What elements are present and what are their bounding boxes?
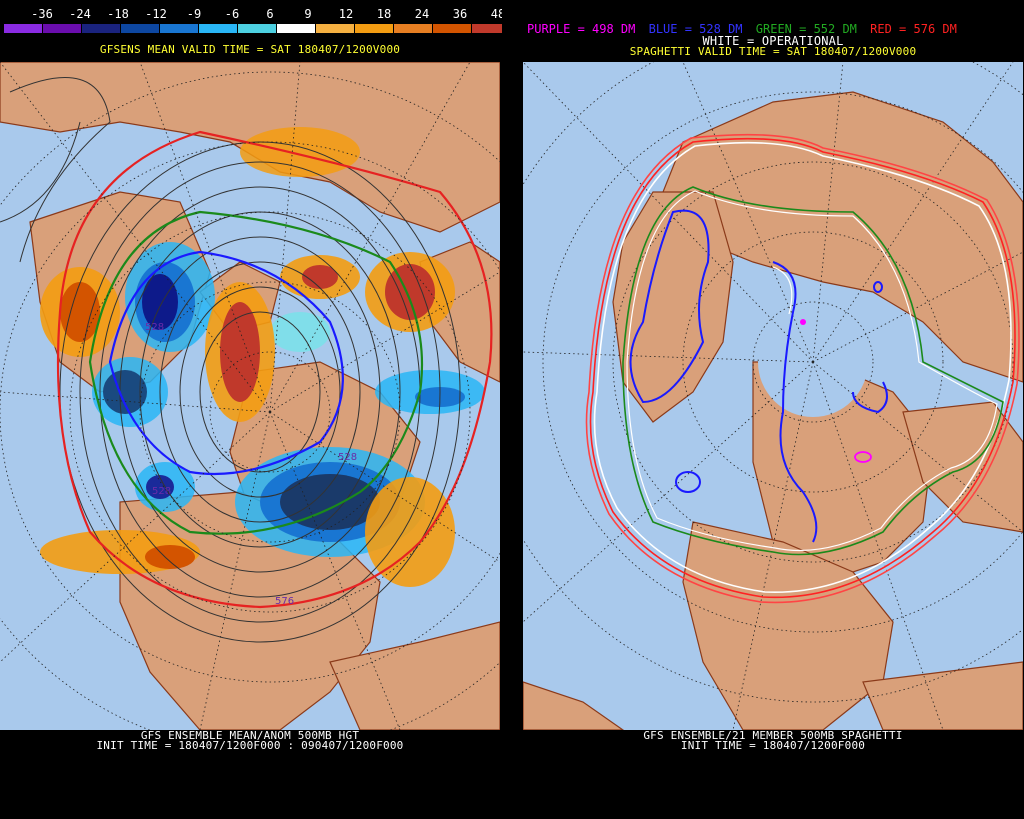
colorbar-segment xyxy=(355,24,394,33)
legend-blue: BLUE = 528 DM xyxy=(648,22,743,36)
graticule xyxy=(0,62,500,730)
colorbar-label: 12 xyxy=(338,7,354,21)
legend-red: RED = 576 DM xyxy=(870,22,957,36)
contour-label: 528 xyxy=(338,452,357,463)
colorbar-segment xyxy=(82,24,121,33)
spaghetti-red xyxy=(585,133,1020,604)
spaghetti-green xyxy=(622,186,1004,556)
colorbar-label: 6 xyxy=(266,7,274,21)
spaghetti-map-svg xyxy=(523,62,1023,730)
spaghetti-panel: PURPLE = 498 DM BLUE = 528 DM GREEN = 55… xyxy=(523,0,1023,819)
colorbar-label: 9 xyxy=(304,7,312,21)
colorbar-segment xyxy=(277,24,316,33)
panel-divider xyxy=(502,0,522,819)
contour-labels: 528 528 528 576 xyxy=(145,322,357,607)
graticule xyxy=(523,62,1023,730)
colorbar-segment xyxy=(160,24,199,33)
ensemble-mean-map: 528 528 528 576 xyxy=(0,62,500,730)
spaghetti-purple xyxy=(800,319,872,463)
colorbar-label: 36 xyxy=(452,7,468,21)
colorbar-label: -9 xyxy=(186,7,202,21)
colorbar-segment xyxy=(43,24,82,33)
contour-label: 576 xyxy=(275,596,294,607)
colorbar-segment xyxy=(199,24,238,33)
right-footer-title: GFS ENSEMBLE/21 MEMBER 500MB SPAGHETTI xyxy=(643,729,903,742)
ensemble-mean-map-svg: 528 528 528 576 xyxy=(0,62,500,730)
colorbar-segment xyxy=(316,24,355,33)
colorbar-label: -6 xyxy=(224,7,240,21)
colorbar-segment xyxy=(4,24,43,33)
colorbar-segment xyxy=(121,24,160,33)
colorbar-segment xyxy=(433,24,472,33)
colorbar-label: -24 xyxy=(69,7,91,21)
legend-operational: WHITE = OPERATIONAL xyxy=(702,34,844,48)
contour-label: 528 xyxy=(145,322,164,333)
left-footer-init: INIT TIME = 180407/1200F000 : 090407/120… xyxy=(96,739,404,752)
left-valid-time: GFSENS MEAN VALID TIME = SAT 180407/1200… xyxy=(99,43,401,56)
legend-purple: PURPLE = 498 DM xyxy=(527,22,636,36)
colorbar-label: -36 xyxy=(31,7,53,21)
colorbar-segment xyxy=(394,24,433,33)
colorbar-label: -18 xyxy=(107,7,129,21)
colorbar-label: 18 xyxy=(376,7,392,21)
colorbar-label: 24 xyxy=(414,7,430,21)
colorbar-label: -12 xyxy=(145,7,167,21)
right-valid-time: SPAGHETTI VALID TIME = SAT 180407/1200V0… xyxy=(629,45,917,58)
ensemble-mean-panel: -36 -24 -18 -12 -9 -6 6 9 12 18 24 36 48 GFSENS MEAN… xyxy=(0,0,511,819)
spaghetti-blue xyxy=(629,209,888,543)
anomaly-colorbar xyxy=(4,24,511,33)
contour-label: 528 xyxy=(152,486,171,497)
left-footer-title: GFS ENSEMBLE MEAN/ANOM 500MB HGT xyxy=(140,729,360,742)
spaghetti-legend: PURPLE = 498 DM BLUE = 528 DM GREEN = 55… xyxy=(527,22,963,36)
spaghetti-map xyxy=(523,62,1023,730)
colorbar-segment xyxy=(238,24,277,33)
colorbar-label: 48 xyxy=(490,7,506,21)
right-footer-init: INIT TIME = 180407/1200F000 xyxy=(680,739,866,752)
land-masses xyxy=(523,91,1023,730)
legend-green: GREEN = 552 DM xyxy=(755,22,857,36)
